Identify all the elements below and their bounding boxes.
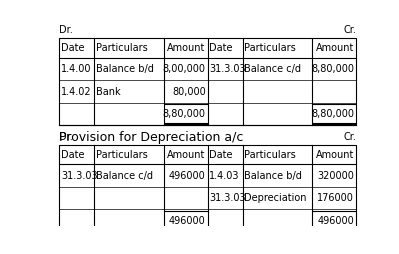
Text: Bank: Bank — [96, 87, 120, 97]
Text: Date: Date — [209, 43, 233, 53]
Text: Balance b/d: Balance b/d — [245, 171, 302, 181]
Text: 8,80,000: 8,80,000 — [311, 64, 354, 74]
Text: Date: Date — [61, 43, 85, 53]
Text: 496000: 496000 — [169, 216, 206, 226]
Text: 496000: 496000 — [317, 216, 354, 226]
Text: Particulars: Particulars — [245, 43, 296, 53]
Text: Date: Date — [61, 150, 85, 160]
Text: Cr.: Cr. — [343, 132, 356, 142]
Text: 8,00,000: 8,00,000 — [163, 64, 206, 74]
Text: 31.3.03: 31.3.03 — [209, 64, 246, 74]
Text: 31.3.03: 31.3.03 — [61, 171, 98, 181]
Text: 8,80,000: 8,80,000 — [163, 109, 206, 119]
Text: 8,80,000: 8,80,000 — [311, 109, 354, 119]
Text: Cr.: Cr. — [343, 25, 356, 35]
Text: Amount: Amount — [316, 150, 354, 160]
Text: Particulars: Particulars — [245, 150, 296, 160]
Bar — [59, 145, 356, 232]
Text: 31.3.03: 31.3.03 — [209, 193, 246, 203]
Text: Depreciation: Depreciation — [245, 193, 307, 203]
Text: 1.4.00: 1.4.00 — [61, 64, 91, 74]
Text: Amount: Amount — [167, 150, 206, 160]
Text: 1.4.03: 1.4.03 — [209, 171, 240, 181]
Text: 176000: 176000 — [317, 193, 354, 203]
Text: Particulars: Particulars — [96, 150, 148, 160]
Text: Balance c/d: Balance c/d — [96, 171, 153, 181]
Text: Date: Date — [209, 150, 233, 160]
Text: Dr.: Dr. — [59, 25, 73, 35]
Text: Provision for Depreciation a/c: Provision for Depreciation a/c — [59, 131, 243, 144]
Bar — [59, 38, 356, 125]
Text: Amount: Amount — [316, 43, 354, 53]
Text: Dr.: Dr. — [59, 132, 73, 142]
Text: 496000: 496000 — [169, 171, 206, 181]
Text: Balance b/d: Balance b/d — [96, 64, 154, 74]
Text: Particulars: Particulars — [96, 43, 148, 53]
Text: 80,000: 80,000 — [172, 87, 206, 97]
Text: 1.4.02: 1.4.02 — [61, 87, 92, 97]
Text: Amount: Amount — [167, 43, 206, 53]
Text: 320000: 320000 — [317, 171, 354, 181]
Text: Balance c/d: Balance c/d — [245, 64, 302, 74]
